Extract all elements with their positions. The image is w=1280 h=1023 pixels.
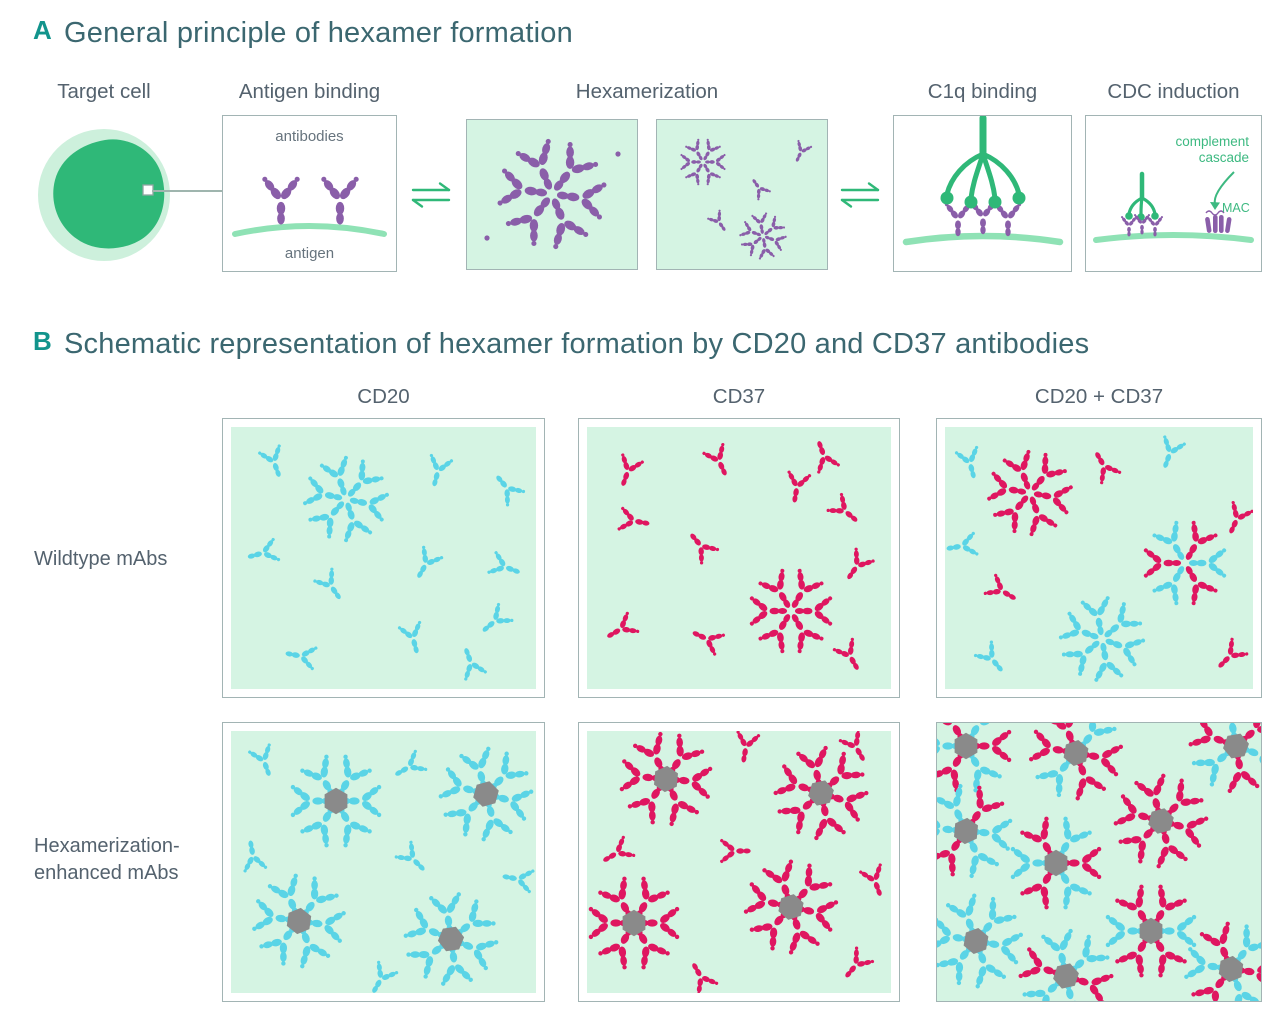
antigen-binding-box: antibodies antigen xyxy=(222,115,397,272)
zoom-connector-line xyxy=(152,190,222,192)
row-label-hexamerization-enhanced: Hexamerization-enhanced mAbs xyxy=(34,835,180,884)
panel-a-letter: A xyxy=(33,15,52,45)
wildtype-cd20-cd37-illustration xyxy=(945,433,1253,685)
complement-cascade-label-line2: cascade xyxy=(1199,150,1249,165)
column-label-cd20: CD20 xyxy=(357,385,410,408)
c1q-binding-box xyxy=(893,115,1072,272)
enhanced-cd20-cd37-illustration xyxy=(937,723,1261,1001)
antibodies-label: antibodies xyxy=(275,128,344,145)
stage-label-c1q-binding: C1q binding xyxy=(927,80,1038,103)
panel-wildtype-cd20 xyxy=(222,418,545,698)
stage-label-cdc-induction: CDC induction xyxy=(1107,80,1240,103)
column-label-cd20-cd37: CD20 + CD37 xyxy=(1034,385,1164,408)
enhanced-cd37-illustration xyxy=(587,731,891,993)
panel-enhanced-cd37 xyxy=(578,722,900,1002)
panel-enhanced-cd20 xyxy=(222,722,545,1002)
mac-label: MAC xyxy=(1222,201,1250,215)
wildtype-cd37-illustration xyxy=(600,436,878,677)
panel-a-title: General principle of hexamer formation xyxy=(64,17,573,49)
antigen-label: antigen xyxy=(284,245,335,262)
c1q-binding-illustration xyxy=(902,116,1064,246)
hexamer-large-illustration xyxy=(484,135,621,253)
hexamerization-box-right xyxy=(656,119,828,270)
panel-wildtype-cd37 xyxy=(578,418,900,698)
panel-wildtype-cd20-cd37 xyxy=(936,418,1262,698)
hexamer-mix-illustration xyxy=(679,137,814,261)
row-label-wildtype: Wildtype mAbs xyxy=(34,548,168,570)
enhanced-cd20-illustration xyxy=(236,741,536,993)
stage-label-antigen-binding: Antigen binding xyxy=(238,80,381,103)
equilibrium-arrows-icon xyxy=(411,182,451,208)
cdc-induction-box: complement cascade MAC xyxy=(1085,115,1262,272)
wildtype-cd20-illustration xyxy=(244,442,528,683)
stage-label-target-cell: Target cell xyxy=(57,80,151,103)
antigen-binding-illustration xyxy=(232,174,387,237)
complement-cascade-label-line1: complement xyxy=(1175,134,1249,149)
stage-label-hexamerization: Hexamerization xyxy=(575,80,719,103)
column-label-cd37: CD37 xyxy=(712,385,766,408)
panel-enhanced-cd20-cd37 xyxy=(936,722,1262,1002)
panel-b-letter: B xyxy=(33,326,52,356)
target-cell-illustration xyxy=(38,129,170,261)
panel-b-title: Schematic representation of hexamer form… xyxy=(64,328,1090,360)
hexamerization-box-left xyxy=(466,119,638,270)
equilibrium-arrows-icon xyxy=(840,182,880,208)
